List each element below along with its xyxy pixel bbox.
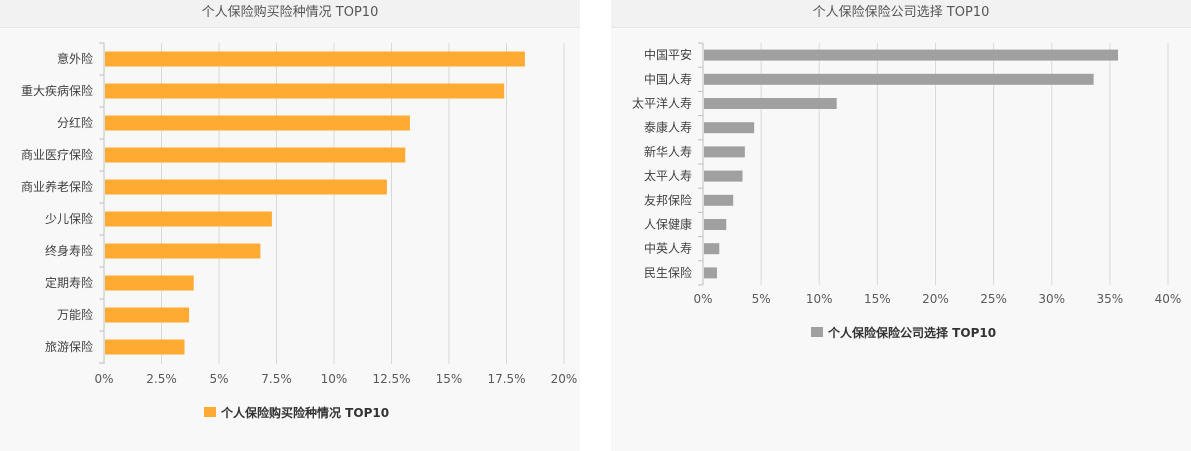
bar bbox=[105, 147, 406, 163]
category-label: 意外险 bbox=[57, 51, 93, 66]
x-tick-label: 2.5% bbox=[146, 372, 177, 386]
bar bbox=[704, 219, 727, 230]
insurance-type-bar-chart: 意外险重大疾病保险分红险商业医疗保险商业养老保险少儿保险终身寿险定期寿险万能险旅… bbox=[21, 42, 578, 420]
bar bbox=[105, 51, 525, 67]
x-tick-label: 0% bbox=[693, 292, 712, 306]
insurance-company-bar-chart: 中国平安中国人寿太平洋人寿泰康人寿新华人寿太平人寿友邦保险人保健康中英人寿民生保… bbox=[632, 42, 1182, 340]
x-tick-label: 35% bbox=[1097, 292, 1124, 306]
category-label: 商业养老保险 bbox=[21, 179, 93, 194]
legend-label: 个人保险购买险种情况 TOP10 bbox=[220, 405, 389, 420]
bar bbox=[704, 243, 720, 255]
category-label: 中英人寿 bbox=[644, 241, 692, 256]
x-tick-label: 20% bbox=[922, 292, 949, 306]
bar bbox=[704, 267, 717, 279]
category-label: 新华人寿 bbox=[644, 144, 692, 159]
bar bbox=[105, 211, 272, 227]
x-tick-label: 40% bbox=[1155, 292, 1182, 306]
x-tick-label: 17.5% bbox=[487, 372, 525, 386]
insurance-company-chart-panel: 个人保险保险公司选择 TOP10 中国平安中国人寿太平洋人寿泰康人寿新华人寿太平… bbox=[611, 0, 1191, 451]
category-label: 万能险 bbox=[57, 307, 93, 322]
bar bbox=[105, 275, 194, 291]
x-tick-label: 15% bbox=[436, 372, 463, 386]
bar bbox=[105, 83, 505, 99]
category-label: 少儿保险 bbox=[45, 211, 93, 226]
bar bbox=[704, 146, 745, 158]
category-label: 终身寿险 bbox=[45, 243, 93, 258]
insurance-type-chart-panel: 个人保险购买险种情况 TOP10 意外险重大疾病保险分红险商业医疗保险 商业养老保… bbox=[0, 0, 580, 451]
x-tick-label: 10% bbox=[806, 292, 833, 306]
category-label: 分红险 bbox=[57, 115, 93, 130]
x-tick-label: 25% bbox=[980, 292, 1007, 306]
x-tick-label: 12.5% bbox=[372, 372, 410, 386]
bar bbox=[704, 194, 734, 206]
bar bbox=[704, 49, 1119, 61]
x-tick-label: 15% bbox=[864, 292, 891, 306]
bar bbox=[105, 243, 261, 259]
chart-title: 个人保险购买险种情况 TOP10 bbox=[0, 0, 580, 28]
bar bbox=[704, 170, 743, 182]
category-label: 人保健康 bbox=[644, 217, 692, 232]
x-tick-label: 7.5% bbox=[261, 372, 292, 386]
category-label: 民生保险 bbox=[644, 265, 692, 280]
chart-title: 个人保险保险公司选择 TOP10 bbox=[611, 0, 1191, 28]
category-label: 友邦保险 bbox=[644, 192, 692, 207]
bar bbox=[704, 73, 1094, 85]
category-label: 中国平安 bbox=[644, 47, 692, 62]
legend-label: 个人保险保险公司选择 TOP10 bbox=[827, 325, 996, 340]
category-label: 太平洋人寿 bbox=[632, 96, 692, 111]
bar bbox=[105, 115, 410, 131]
bar bbox=[105, 307, 190, 323]
x-tick-label: 10% bbox=[321, 372, 348, 386]
bar bbox=[704, 122, 755, 134]
chart-background bbox=[0, 0, 580, 451]
category-label: 旅游保险 bbox=[45, 339, 93, 354]
x-tick-label: 30% bbox=[1038, 292, 1065, 306]
bar bbox=[105, 339, 185, 355]
category-label: 商业医疗保险 bbox=[21, 147, 93, 162]
bar bbox=[704, 98, 837, 109]
bar bbox=[105, 179, 387, 195]
legend-swatch bbox=[204, 407, 216, 417]
x-tick-label: 5% bbox=[752, 292, 771, 306]
legend-swatch bbox=[811, 327, 823, 337]
category-label: 重大疾病保险 bbox=[21, 83, 93, 98]
category-label: 泰康人寿 bbox=[644, 120, 692, 135]
category-label: 中国人寿 bbox=[644, 71, 692, 86]
category-label: 定期寿险 bbox=[45, 275, 93, 290]
x-tick-label: 5% bbox=[209, 372, 228, 386]
x-tick-label: 0% bbox=[94, 372, 113, 386]
category-label: 太平人寿 bbox=[644, 168, 692, 183]
x-tick-label: 20% bbox=[551, 372, 578, 386]
